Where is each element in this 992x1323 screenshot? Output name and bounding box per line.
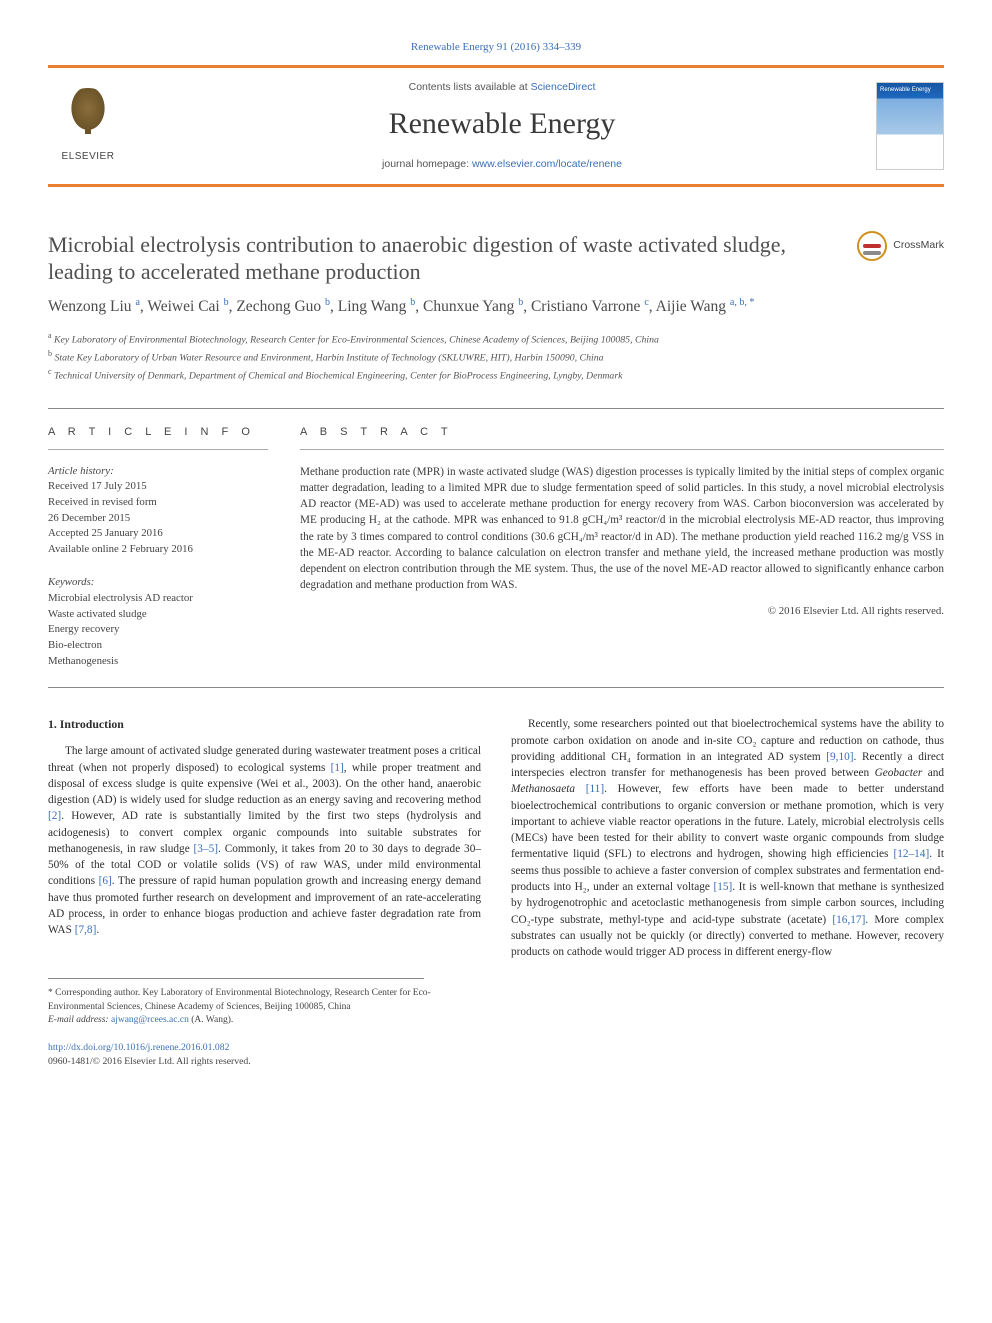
footnote-separator <box>48 978 424 979</box>
corr-author-text: * Corresponding author. Key Laboratory o… <box>48 987 451 1014</box>
affiliation-c: c Technical University of Denmark, Depar… <box>48 366 944 384</box>
abstract-text: Methane production rate (MPR) in waste a… <box>300 464 944 594</box>
affiliation-b: b State Key Laboratory of Urban Water Re… <box>48 348 944 366</box>
history-line: Available online 2 February 2016 <box>48 542 268 558</box>
body-paragraph-2: Recently, some researchers pointed out t… <box>511 716 944 960</box>
corr-email-line: E-mail address: ajwang@rcees.ac.cn (A. W… <box>48 1014 451 1027</box>
keyword: Methanogenesis <box>48 654 268 670</box>
keywords-label: Keywords: <box>48 575 268 591</box>
history-line: Received 17 July 2015 <box>48 479 268 495</box>
homepage-line: journal homepage: www.elsevier.com/locat… <box>128 157 876 172</box>
doi-block: http://dx.doi.org/10.1016/j.renene.2016.… <box>48 1041 944 1068</box>
keywords-block: Keywords: Microbial electrolysis AD reac… <box>48 575 268 669</box>
publisher-name: ELSEVIER <box>48 150 128 164</box>
issn-copyright: 0960-1481/© 2016 Elsevier Ltd. All right… <box>48 1056 251 1067</box>
genus-geobacter: Geobacter <box>875 767 923 779</box>
ref-link[interactable]: [2] <box>48 810 61 822</box>
affiliation-a: a Key Laboratory of Environmental Biotec… <box>48 330 944 348</box>
section-1-heading: 1. Introduction <box>48 716 481 733</box>
sciencedirect-link[interactable]: ScienceDirect <box>531 81 596 93</box>
history-line: Received in revised form <box>48 495 268 511</box>
article-info-heading: A R T I C L E I N F O <box>48 425 268 449</box>
ref-link[interactable]: [15] <box>713 881 732 893</box>
journal-cover-thumbnail: Renewable Energy <box>876 82 944 170</box>
history-label: Article history: <box>48 464 268 480</box>
ref-link[interactable]: [16,17] <box>832 914 865 926</box>
abstract-column: A B S T R A C T Methane production rate … <box>300 425 944 669</box>
ref-link[interactable]: [3–5] <box>194 843 218 855</box>
crossmark-icon <box>857 231 887 261</box>
affiliations: a Key Laboratory of Environmental Biotec… <box>48 330 944 384</box>
article-title: Microbial electrolysis contribution to a… <box>48 231 839 286</box>
abstract-copyright: © 2016 Elsevier Ltd. All rights reserved… <box>300 604 944 619</box>
crossmark-label: CrossMark <box>893 238 944 253</box>
authors-list: Wenzong Liu a, Weiwei Cai b, Zechong Guo… <box>48 296 944 319</box>
ref-link[interactable]: [12–14] <box>893 848 929 860</box>
corr-email-link[interactable]: ajwang@rcees.ac.cn <box>111 1015 189 1025</box>
cover-label: Renewable Energy <box>880 87 931 93</box>
elsevier-tree-icon <box>59 88 117 146</box>
ref-link[interactable]: [6] <box>99 875 112 887</box>
homepage-link[interactable]: www.elsevier.com/locate/renene <box>472 158 622 170</box>
ref-link[interactable]: [1] <box>331 762 344 774</box>
email-suffix: (A. Wang). <box>189 1015 233 1025</box>
keyword: Bio-electron <box>48 638 268 654</box>
email-label: E-mail address: <box>48 1015 111 1025</box>
corresponding-author-footnote: * Corresponding author. Key Laboratory o… <box>48 987 451 1027</box>
crossmark-widget[interactable]: CrossMark <box>857 231 944 261</box>
article-history: Article history: Received 17 July 2015 R… <box>48 464 268 558</box>
genus-methanosaeta: Methanosaeta <box>511 783 575 795</box>
publisher-logo: ELSEVIER <box>48 88 128 164</box>
contents-prefix: Contents lists available at <box>409 81 531 93</box>
history-line: Accepted 25 January 2016 <box>48 526 268 542</box>
history-line: 26 December 2015 <box>48 511 268 527</box>
contents-available-line: Contents lists available at ScienceDirec… <box>128 80 876 95</box>
journal-ref-link[interactable]: Renewable Energy 91 (2016) 334–339 <box>411 41 581 53</box>
journal-title: Renewable Energy <box>128 103 876 145</box>
ref-link[interactable]: [7,8] <box>75 924 97 936</box>
ref-link[interactable]: [11] <box>586 783 604 795</box>
doi-link[interactable]: http://dx.doi.org/10.1016/j.renene.2016.… <box>48 1042 229 1053</box>
journal-reference: Renewable Energy 91 (2016) 334–339 <box>48 40 944 55</box>
article-body: 1. Introduction The large amount of acti… <box>48 716 944 960</box>
article-info-column: A R T I C L E I N F O Article history: R… <box>48 425 268 669</box>
abstract-heading: A B S T R A C T <box>300 425 944 449</box>
keyword: Energy recovery <box>48 622 268 638</box>
body-paragraph-1: The large amount of activated sludge gen… <box>48 743 481 938</box>
keyword: Microbial electrolysis AD reactor <box>48 591 268 607</box>
ref-link[interactable]: [9,10] <box>826 751 853 763</box>
homepage-prefix: journal homepage: <box>382 158 472 170</box>
journal-header: ELSEVIER Contents lists available at Sci… <box>48 65 944 186</box>
keyword: Waste activated sludge <box>48 607 268 623</box>
